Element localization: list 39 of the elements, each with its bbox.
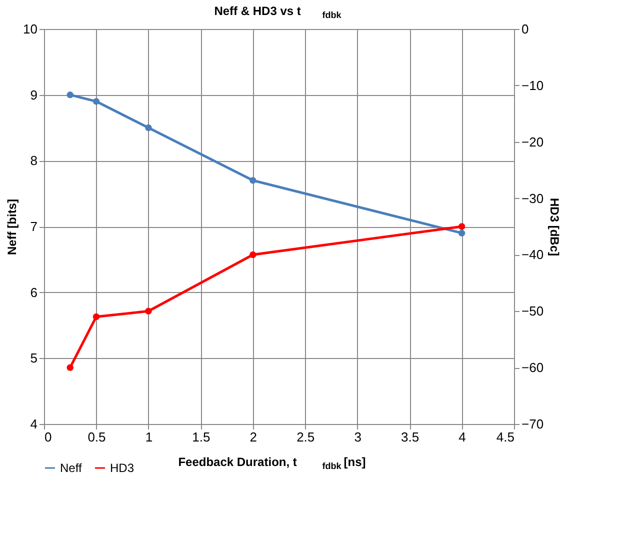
y2-axis-title: HD3 [dBc]: [548, 198, 562, 256]
y2-tick-label: −20: [522, 134, 544, 150]
x-tick-label: 1: [145, 430, 153, 444]
y2-tick-label: −60: [522, 360, 544, 376]
y-tick-label: 9: [30, 87, 38, 102]
x-tick-label: 0: [44, 430, 52, 444]
point: [250, 177, 256, 184]
point: [92, 313, 100, 320]
y2-tick-label: −50: [522, 304, 544, 319]
y2-tick-label: −10: [522, 78, 544, 93]
x-tick-label: 3: [354, 430, 362, 444]
y2-tick-label: −70: [522, 416, 544, 432]
y2-tick-label: −40: [522, 247, 544, 262]
legend-label: Neff: [60, 461, 82, 475]
y-tick-label: 6: [30, 284, 38, 300]
y-axis-title: Neff [bits]: [5, 199, 20, 255]
point: [145, 308, 152, 314]
x-tick-label: 2.5: [296, 430, 315, 444]
y-tick-label: 10: [23, 22, 38, 36]
x-tick-label: 1.5: [192, 430, 210, 444]
point: [66, 364, 74, 371]
point: [66, 91, 74, 98]
point: [250, 251, 256, 258]
y-tick-label: 5: [30, 350, 38, 366]
y-tick-label: 7: [30, 219, 38, 234]
y-tick-label: 4: [30, 416, 38, 432]
x-tick-label: 3.5: [401, 430, 420, 444]
x-tick-label: 4.5: [496, 430, 514, 444]
x-tick-label: 4: [458, 430, 466, 444]
point: [145, 124, 152, 132]
legend-label: HD3: [110, 461, 134, 475]
y2-tick-label: −30: [522, 190, 544, 206]
x-tick-label: 2: [250, 430, 258, 444]
x-tick-label: 0.5: [88, 430, 106, 444]
y2-tick-label: 0: [522, 22, 529, 36]
point: [458, 230, 466, 236]
y-tick-label: 8: [30, 153, 38, 168]
point: [458, 223, 466, 230]
point: [92, 98, 100, 105]
